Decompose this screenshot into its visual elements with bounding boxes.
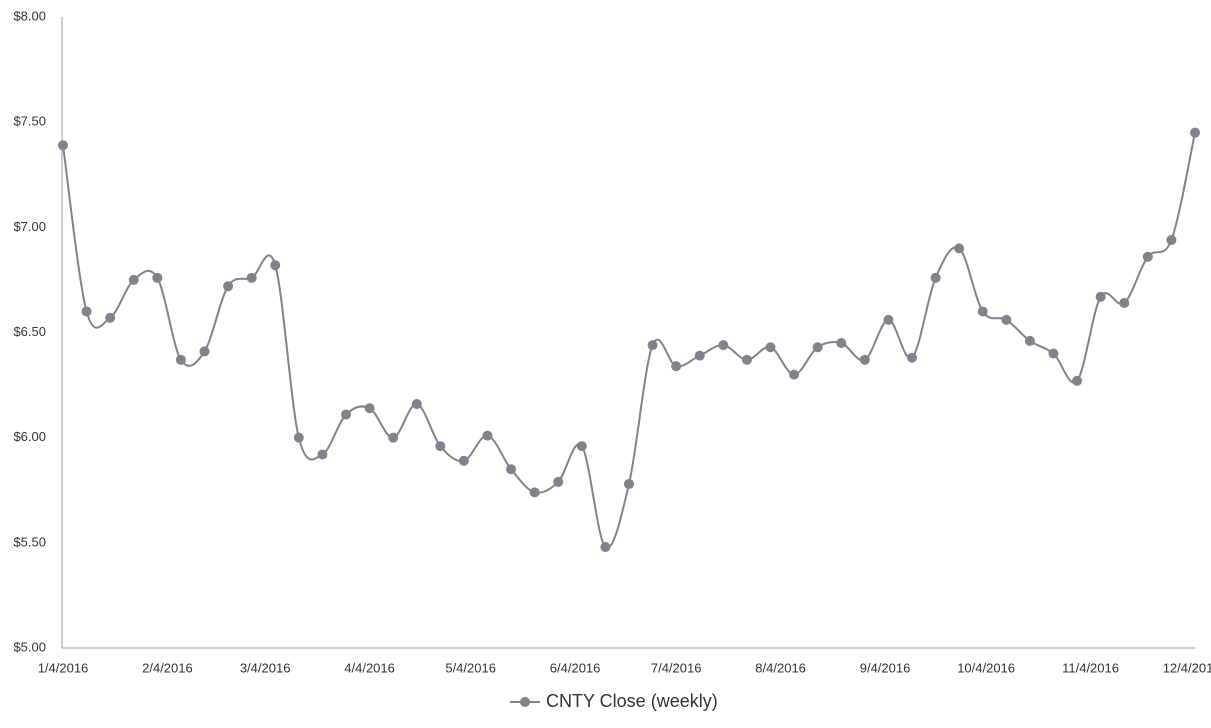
data-point — [836, 338, 847, 349]
data-point — [741, 354, 752, 365]
data-point — [105, 312, 116, 323]
x-tick-label: 9/4/2016 — [860, 660, 911, 675]
data-point — [907, 352, 917, 363]
y-tick-label: $5.50 — [13, 534, 46, 549]
data-point — [411, 399, 422, 410]
data-point — [883, 314, 894, 325]
data-point — [600, 542, 611, 553]
x-tick-label: 12/4/2016 — [1163, 660, 1211, 675]
data-point — [930, 272, 941, 283]
data-point — [1190, 127, 1200, 138]
data-point — [364, 403, 375, 414]
data-point — [765, 342, 776, 353]
x-tick-label: 4/4/2016 — [344, 660, 395, 675]
data-point — [152, 272, 163, 283]
x-tick-label: 1/4/2016 — [38, 660, 89, 675]
x-tick-label: 8/4/2016 — [755, 660, 806, 675]
x-tick-label: 11/4/2016 — [1062, 660, 1119, 675]
x-tick-label: 10/4/2016 — [957, 660, 1015, 675]
data-point — [1142, 251, 1153, 262]
data-point — [529, 487, 540, 498]
data-point — [1048, 348, 1059, 359]
legend-label: CNTY Close (weekly) — [546, 691, 718, 711]
data-point — [341, 409, 351, 420]
y-tick-label: $6.00 — [13, 429, 46, 444]
data-point — [1095, 291, 1106, 302]
data-point — [789, 369, 800, 380]
y-tick-label: $8.00 — [13, 8, 46, 23]
data-point — [482, 430, 493, 441]
x-tick-label: 6/4/2016 — [550, 660, 601, 675]
data-point — [954, 243, 965, 254]
data-point — [270, 260, 281, 271]
legend-marker — [520, 697, 530, 707]
data-point — [624, 478, 634, 489]
data-point — [1072, 375, 1083, 386]
data-point — [458, 455, 469, 466]
data-point — [246, 272, 257, 283]
data-point — [388, 432, 399, 443]
data-point — [199, 346, 210, 357]
data-point — [223, 281, 234, 292]
data-point — [317, 449, 328, 460]
data-point — [647, 340, 658, 351]
data-point — [671, 361, 682, 372]
data-point — [175, 354, 186, 365]
data-point — [694, 350, 705, 361]
y-tick-label: $7.50 — [13, 114, 46, 129]
data-point — [81, 306, 92, 317]
data-point — [1166, 234, 1177, 245]
data-point — [435, 441, 446, 452]
data-point — [718, 340, 729, 351]
data-point — [977, 306, 988, 317]
data-point — [58, 140, 68, 151]
y-tick-label: $7.00 — [13, 219, 46, 234]
data-point — [293, 432, 304, 443]
data-point — [506, 464, 517, 475]
x-tick-label: 2/4/2016 — [142, 660, 193, 675]
y-tick-label: $5.00 — [13, 639, 46, 654]
x-tick-label: 3/4/2016 — [240, 660, 291, 675]
data-point — [128, 274, 139, 285]
data-point — [1024, 335, 1035, 346]
y-tick-label: $6.50 — [13, 324, 46, 339]
data-point — [553, 476, 564, 487]
data-point — [812, 342, 823, 353]
data-point — [1119, 298, 1130, 309]
data-point — [859, 354, 870, 365]
x-tick-label: 7/4/2016 — [651, 660, 702, 675]
data-point — [576, 441, 587, 452]
x-tick-label: 5/4/2016 — [445, 660, 496, 675]
data-point — [1001, 314, 1012, 325]
